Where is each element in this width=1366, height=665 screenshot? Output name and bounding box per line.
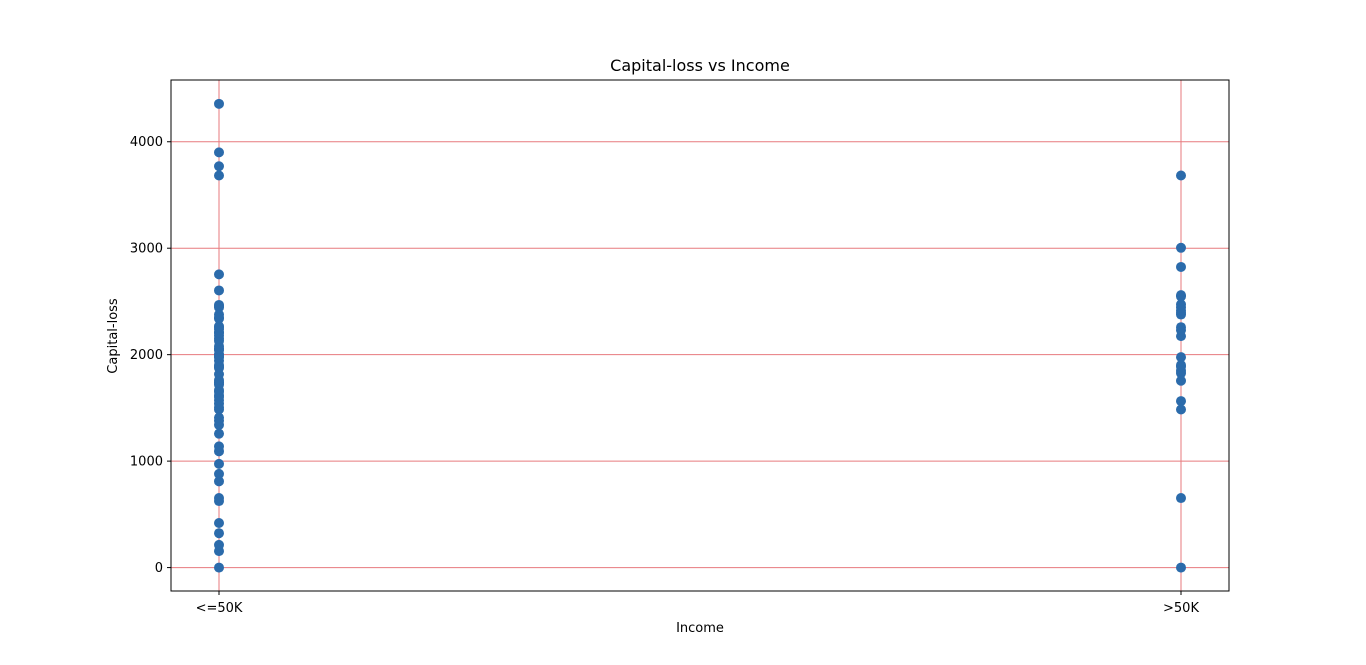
data-point	[1176, 242, 1186, 253]
data-point	[214, 468, 224, 479]
data-point	[214, 458, 224, 469]
data-point	[214, 528, 224, 539]
data-point	[214, 285, 224, 296]
data-point	[1176, 322, 1186, 333]
y-tick-label: 1000	[130, 455, 163, 470]
data-point	[214, 161, 224, 172]
data-point	[214, 441, 224, 452]
grid-lines	[171, 80, 1229, 591]
data-point	[214, 412, 224, 423]
x-tick-label: >50K	[1163, 601, 1199, 616]
data-point	[1176, 562, 1186, 573]
data-point	[1176, 396, 1186, 407]
data-point	[214, 321, 224, 332]
data-point	[214, 493, 224, 504]
data-point	[214, 299, 224, 310]
y-tick-label: 4000	[130, 135, 163, 150]
data-point	[1176, 493, 1186, 504]
data-point	[214, 147, 224, 158]
axis-ticks: 0 1000 2000 3000 4000 <=50K >50K	[130, 135, 1200, 616]
data-point	[214, 98, 224, 109]
data-point	[214, 170, 224, 181]
chart-title: Capital-loss vs Income	[610, 56, 790, 75]
data-point	[1176, 375, 1186, 386]
data-point	[1176, 352, 1186, 363]
x-tick-label: <=50K	[196, 601, 243, 616]
plot-area-frame	[170, 79, 1230, 592]
data-point	[214, 562, 224, 573]
y-tick-label: 2000	[130, 348, 163, 363]
data-point	[214, 309, 224, 320]
data-point	[1176, 170, 1186, 181]
data-point	[1176, 290, 1186, 301]
data-point	[1176, 404, 1186, 415]
data-point	[214, 539, 224, 550]
y-tick-label: 3000	[130, 242, 163, 257]
x-axis-label: Income	[676, 621, 724, 636]
data-point	[214, 476, 224, 487]
data-point	[1176, 360, 1186, 371]
y-tick-label: 0	[155, 561, 163, 576]
data-points	[214, 98, 1186, 573]
y-axis-label: Capital-loss	[106, 298, 121, 374]
data-point	[214, 517, 224, 528]
data-point	[214, 269, 224, 280]
data-point	[214, 428, 224, 439]
data-point	[1176, 299, 1186, 310]
data-point	[1176, 261, 1186, 272]
